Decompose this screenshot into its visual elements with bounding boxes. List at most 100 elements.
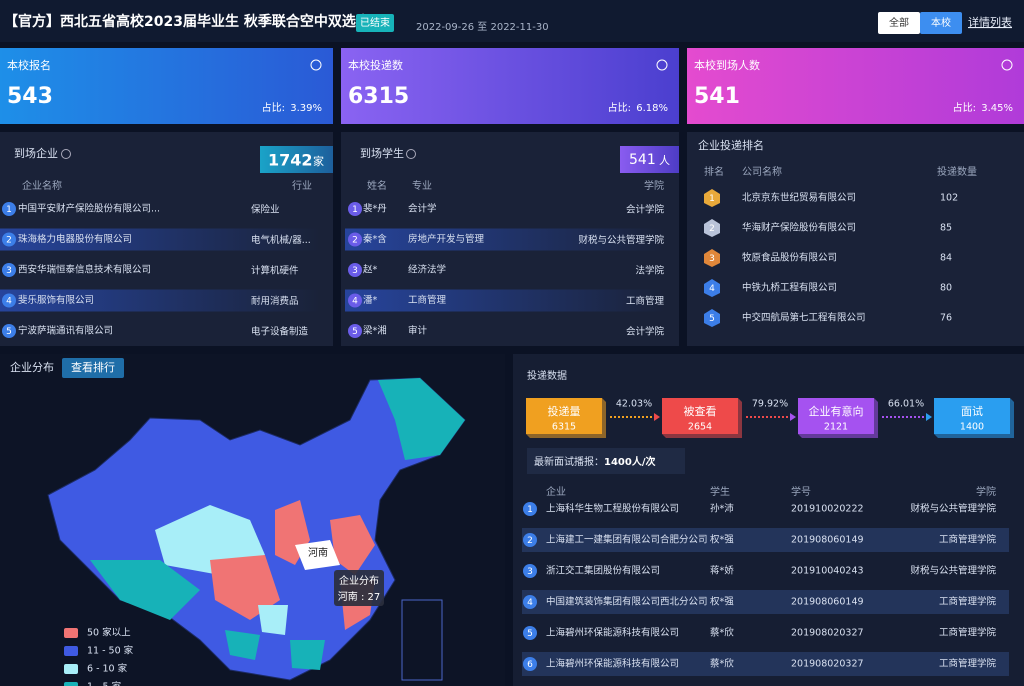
table-cell: 201908020327 [791,628,864,639]
tab-all[interactable] [878,12,920,34]
rank-button-label[interactable]: 查看排行 [71,360,115,374]
major: 会计学 [408,203,437,215]
rank-circle [523,533,537,547]
row-highlight [522,590,1009,614]
industry: 保险业 [251,204,280,216]
funnel-step [798,398,874,434]
stat-ratio-label: 占比: [953,101,976,114]
column-header: 排名 [704,165,724,178]
college: 会计学院 [626,204,665,216]
table-cell: 201908060149 [791,597,864,608]
arrow-head [790,413,796,421]
stat-card [687,48,1024,124]
funnel-side [934,398,1014,438]
company-name: 中铁九桥工程有限公司 [742,282,837,294]
stat-ratio-label: 占比: [608,101,631,114]
table-cell: 蔡*欣 [710,627,734,639]
row-highlight [522,652,1009,676]
count-box [260,146,333,173]
tab-school[interactable] [920,12,962,34]
stat-ratio: 6.18% [636,103,668,114]
company-name: 北京京东世纪贸易有限公司 [742,192,856,204]
college: 工商管理 [626,295,665,307]
delivery-count: 84 [940,253,952,264]
rank-medal [704,219,720,237]
arrow-head [654,413,660,421]
column-header: 投递数量 [937,165,977,178]
funnel-side [526,398,606,438]
rank-number: 3 [709,254,715,264]
column-header: 学院 [976,485,996,498]
student-name: 梁*湘 [363,325,387,337]
rank-number: 2 [709,224,715,234]
rank-circle [348,324,362,338]
table-cell: 权*强 [710,596,734,608]
rank-medal [704,309,720,327]
table-cell: 蔡*欣 [710,658,734,670]
industry: 电子设备制造 [251,326,309,338]
table-cell: 上海碧州环保能源科技有限公司 [546,658,679,670]
funnel-label: 面试 [961,405,983,418]
delivery-count: 76 [940,313,952,324]
stat-card [341,48,679,124]
table-cell: 财税与公共管理学院 [910,565,996,577]
funnel-label: 投递量 [548,404,581,418]
column-header: 企业 [546,485,566,498]
funnel-value: 2121 [824,422,848,433]
rank-medal [704,279,720,297]
student-name: 秦*含 [363,233,387,245]
row-highlight [345,289,665,312]
company-name: 牧原食品股份有限公司 [742,252,837,264]
info-icon [406,149,416,159]
page-title: 【官方】西北五省高校2023届毕业生 秋季联合空中双选会 [4,13,371,30]
rank-circle [2,324,16,338]
major: 经济法学 [408,264,446,276]
table-cell: 上海科华生物工程股份有限公司 [546,503,679,515]
conversion-rate: 66.01% [888,399,924,410]
row-highlight [0,228,320,251]
table-cell: 财税与公共管理学院 [910,503,996,515]
column-header: 专业 [412,179,432,192]
list-panel [687,132,1024,346]
legend-label: 11 - 50 家 [87,645,134,657]
column-header: 学号 [791,485,811,498]
college: 法学院 [635,265,664,277]
major: 房地产开发与管理 [408,233,485,245]
tab-label[interactable]: 本校 [931,16,951,29]
info-icon [61,149,71,159]
table-cell: 201910020222 [791,504,864,515]
rank-number: 3 [352,266,358,276]
rank-number: 4 [352,297,358,307]
info-icon [310,59,322,71]
legend-swatch [64,664,78,674]
tooltip-value: 河南 : 27 [338,590,380,603]
tab-label[interactable]: 全部 [889,16,909,29]
stat-label: 本校投递数 [348,58,403,72]
stat-card [0,48,333,124]
table-cell: 工商管理学院 [939,627,997,639]
funnel-label: 企业有意向 [809,404,864,418]
funnel-side [662,398,742,438]
rank-button[interactable] [62,358,124,378]
tooltip-title: 企业分布 [339,574,379,587]
rank-circle [348,293,362,308]
table-cell: 孙*沛 [710,503,734,515]
delivery-count: 102 [940,193,958,204]
table-cell: 蒋*娇 [710,565,734,577]
delivery-title: 投递数据 [527,369,567,382]
legend-swatch [64,682,78,686]
legend-label: 50 家以上 [87,627,131,639]
legend-label: 6 - 10 家 [87,663,128,675]
stat-label: 本校报名 [7,58,51,72]
broadcast-label: 最新面试播报： [534,455,604,468]
table-cell: 工商管理学院 [939,534,997,546]
rank-circle [348,202,362,216]
rank-number: 4 [6,297,12,307]
rank-number: 5 [352,327,358,337]
rank-circle [348,232,362,247]
rank-number: 5 [527,629,533,639]
industry: 电气机械/器... [251,234,311,246]
conversion-rate: 79.92% [752,399,788,410]
detail-link[interactable]: 详情列表 [968,15,1012,29]
